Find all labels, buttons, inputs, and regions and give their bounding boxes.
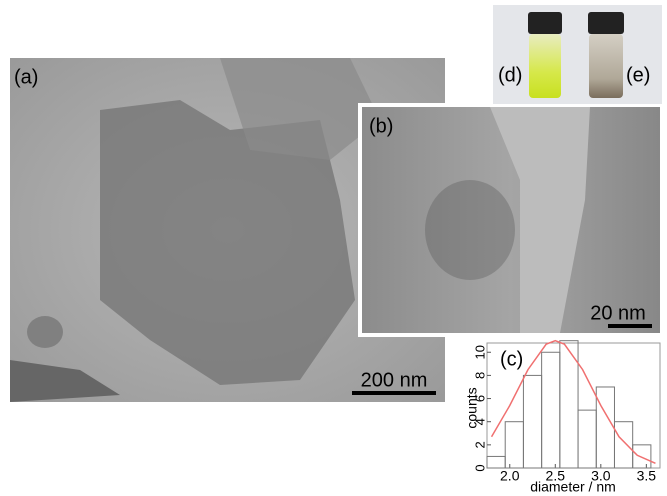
tem-image-b [362, 107, 660, 333]
panel-label: (d) [498, 64, 522, 86]
panel-label: (e) [626, 64, 650, 86]
panel-label: (c) [500, 348, 523, 370]
x-tick-label: 2.0 [500, 468, 520, 484]
y-tick-label: 8 [472, 372, 487, 379]
scale-bar-label: 20 nm [590, 302, 646, 324]
vial-photo [493, 5, 662, 104]
figure: (a) 200 nm (b) 20 nm (d) (e) (c) counts … [0, 0, 667, 496]
y-tick-label: 10 [472, 345, 487, 359]
x-tick-label: 2.5 [546, 468, 566, 484]
panel-label: (b) [369, 115, 393, 137]
scale-bar-label: 200 nm [361, 369, 428, 391]
x-tick-label: 3.5 [637, 468, 657, 484]
y-tick-label: 4 [472, 418, 487, 425]
panel-label: (a) [14, 66, 38, 88]
y-tick-label: 2 [472, 441, 487, 448]
x-tick-label: 3.0 [591, 468, 611, 484]
y-tick-label: 0 [472, 464, 487, 471]
y-tick-label: 6 [472, 395, 487, 402]
